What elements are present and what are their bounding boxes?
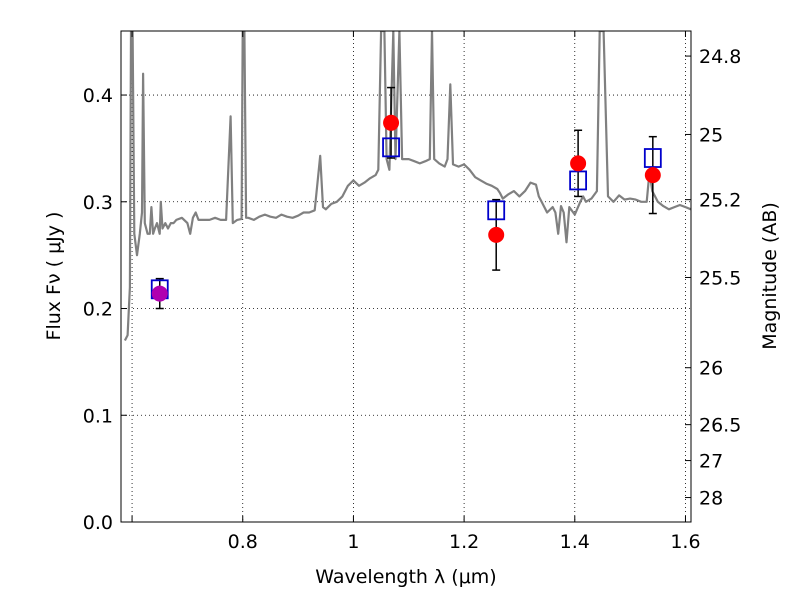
y2-tick-label: 28 — [699, 488, 723, 510]
y2-tick-label: 24.8 — [699, 46, 741, 68]
observed-photometry-point — [151, 285, 168, 302]
x-tick-label: 0.8 — [228, 531, 258, 553]
observed-photometry-point — [570, 155, 587, 172]
y2-tick-label: 26 — [699, 358, 723, 380]
x-tick-label: 1.4 — [560, 531, 590, 553]
y-tick-label: 0.4 — [83, 85, 113, 107]
model-photometry-square — [382, 137, 400, 158]
model-photometry-square — [643, 148, 662, 168]
x-axis-title: Wavelength λ (μm) — [315, 566, 496, 588]
y2-tick-label: 25.2 — [699, 190, 741, 212]
plot-frame — [120, 30, 692, 523]
y-tick-label: 0.2 — [83, 299, 113, 321]
observed-photometry-point — [644, 167, 661, 184]
model-photometry-square — [487, 200, 506, 221]
y2-axis-title: Magnitude (AB) — [759, 202, 781, 350]
plot-area — [123, 31, 691, 341]
x-tick-label: 1.6 — [670, 531, 700, 553]
y-tick-label: 0.0 — [83, 512, 113, 534]
observed-photometry-point — [383, 114, 400, 131]
model-photometry-square — [569, 170, 588, 191]
y-axis-title: Flux Fν ( μJy ) — [43, 212, 65, 341]
y-tick-label: 0.3 — [83, 192, 113, 214]
y2-tick-label: 25 — [699, 124, 723, 146]
y2-tick-label: 27 — [699, 451, 723, 473]
observed-photometry-point — [488, 226, 505, 243]
axes: 0.8 1 1.2 1.4 1.6 0.0 0.1 0.2 0.3 0.4 24.8 25 25.2 25… — [83, 31, 741, 553]
y2-tick-label: 25.5 — [699, 267, 741, 289]
model-spectrum-line — [123, 31, 691, 341]
y-tick-label: 0.1 — [83, 405, 113, 427]
x-tick-label: 1.2 — [449, 531, 479, 553]
x-tick-label: 1 — [347, 531, 359, 553]
y2-tick-label: 26.5 — [699, 415, 741, 437]
